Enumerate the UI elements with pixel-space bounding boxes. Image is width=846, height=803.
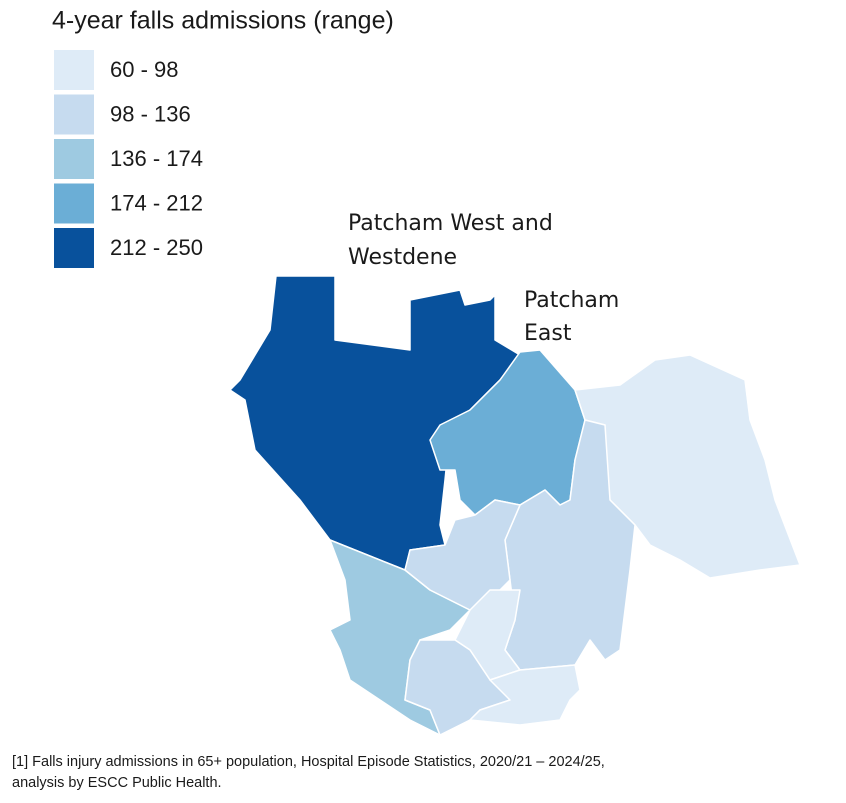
legend-label: 60 - 98 — [110, 57, 179, 82]
legend-swatch — [54, 50, 94, 90]
legend: 60 - 98 98 - 136 136 - 174 174 - 212 212 - 2… — [54, 50, 203, 268]
map — [229, 275, 801, 736]
region-label: Westdene — [348, 245, 457, 270]
legend-label: 136 - 174 — [110, 146, 203, 171]
legend-swatch — [54, 94, 94, 135]
region-label: Patcham West and — [348, 211, 553, 236]
legend-label: 212 - 250 — [110, 235, 203, 260]
region-label: Patcham — [524, 288, 619, 313]
footnote: analysis by ESCC Public Health. — [12, 775, 222, 791]
footnote: [1] Falls injury admissions in 65+ popul… — [12, 754, 605, 770]
region — [404, 499, 521, 611]
legend-swatch — [54, 139, 94, 179]
legend-swatch — [54, 183, 94, 224]
region — [469, 664, 581, 726]
legend-swatch — [54, 228, 94, 268]
legend-label: 98 - 136 — [110, 101, 191, 126]
region-label: East — [524, 321, 572, 346]
legend-title: 4-year falls admissions (range) — [52, 7, 394, 35]
legend-label: 174 - 212 — [110, 190, 203, 215]
